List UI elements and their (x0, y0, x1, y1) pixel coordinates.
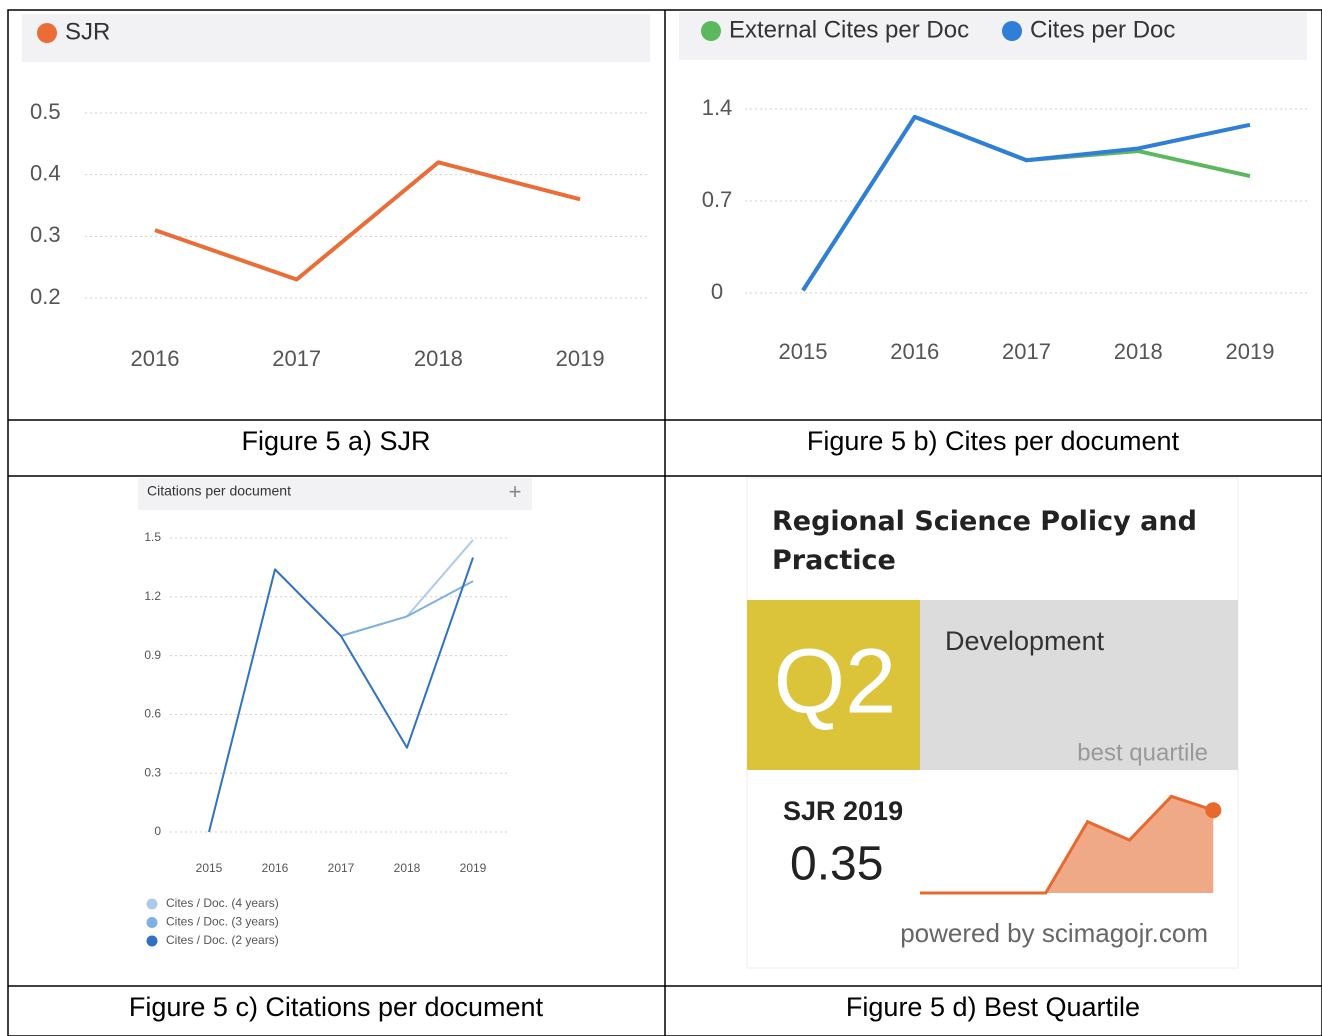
series-line (340, 539, 474, 637)
y-tick-label: 0.6 (144, 707, 161, 721)
header-band (22, 14, 650, 62)
y-tick-label: 0.7 (702, 187, 733, 212)
legend-label: Cites / Doc. (3 years) (166, 915, 279, 929)
x-tick-label: 2015 (196, 861, 223, 875)
caption: Figure 5 b) Cites per document (807, 426, 1180, 456)
series-line (154, 160, 581, 282)
x-tick-label: 2018 (394, 861, 421, 875)
legend-label: Cites per Doc (1030, 16, 1175, 43)
legend-marker (146, 935, 158, 947)
sjr-label: SJR 2019 (783, 796, 903, 826)
y-tick-label: 0.3 (30, 222, 61, 247)
x-tick-label: 2018 (1114, 339, 1163, 364)
y-tick-label: 0.3 (144, 765, 161, 779)
header-band (679, 12, 1307, 60)
y-tick-label: 1.2 (144, 589, 161, 603)
sjr-value: 0.35 (790, 838, 883, 891)
legend-marker (701, 21, 721, 41)
journal-title: Regional Science Policy and Practice (772, 506, 1197, 576)
category: Development (945, 626, 1105, 656)
legend-marker (37, 23, 57, 43)
series-line (801, 114, 1251, 292)
y-tick-label: 0 (154, 824, 161, 838)
table-borders (7, 9, 1322, 1036)
caption: Figure 5 c) Citations per document (129, 992, 544, 1022)
plus-icon[interactable]: + (509, 479, 522, 504)
y-tick-label: 0.2 (30, 284, 61, 309)
series-line (208, 557, 474, 833)
legend-label: Cites / Doc. (2 years) (166, 933, 279, 947)
legend-label: SJR (65, 18, 110, 45)
footer: powered by scimagojr.com (900, 918, 1208, 948)
x-tick-label: 2019 (556, 346, 605, 371)
series-line (801, 114, 1251, 292)
quartile-label: best quartile (1077, 739, 1208, 766)
x-tick-label: 2017 (328, 861, 355, 875)
x-tick-label: 2016 (262, 861, 289, 875)
x-tick-label: 2019 (1226, 339, 1275, 364)
x-tick-label: 2017 (1002, 339, 1051, 364)
category-box (920, 600, 1238, 770)
y-tick-label: 0.9 (144, 648, 161, 662)
quartile: Q2 (774, 630, 897, 732)
y-tick-label: 1.4 (702, 95, 733, 120)
sparkline-line (920, 794, 1214, 895)
x-tick-label: 2019 (460, 861, 487, 875)
caption: Figure 5 a) SJR (241, 426, 430, 456)
legend-label: Cites / Doc. (4 years) (166, 896, 279, 910)
y-tick-label: 0.4 (30, 160, 61, 185)
legend-marker (146, 917, 158, 928)
y-tick-label: 0.5 (30, 99, 61, 124)
x-tick-label: 2015 (779, 339, 828, 364)
series-line (340, 580, 474, 637)
x-tick-label: 2018 (414, 346, 463, 371)
x-tick-label: 2016 (131, 346, 180, 371)
y-tick-label: 0 (711, 279, 723, 304)
captions: Figure 5 a) SJR Figure 5 b) Cites per do… (129, 426, 1180, 1022)
x-tick-label: 2017 (272, 346, 321, 371)
x-tick-label: 2016 (890, 339, 939, 364)
sparkline-end (1205, 802, 1222, 819)
legend-label: External Cites per Doc (729, 16, 969, 43)
chart-title: Citations per document (147, 483, 291, 499)
quartile-box (747, 600, 920, 770)
header-band (138, 478, 532, 510)
y-tick-label: 1.5 (144, 530, 161, 544)
legend-marker (146, 898, 158, 910)
legend-marker (1002, 21, 1022, 41)
caption: Figure 5 d) Best Quartile (846, 992, 1140, 1022)
sparkline-area (920, 796, 1214, 893)
